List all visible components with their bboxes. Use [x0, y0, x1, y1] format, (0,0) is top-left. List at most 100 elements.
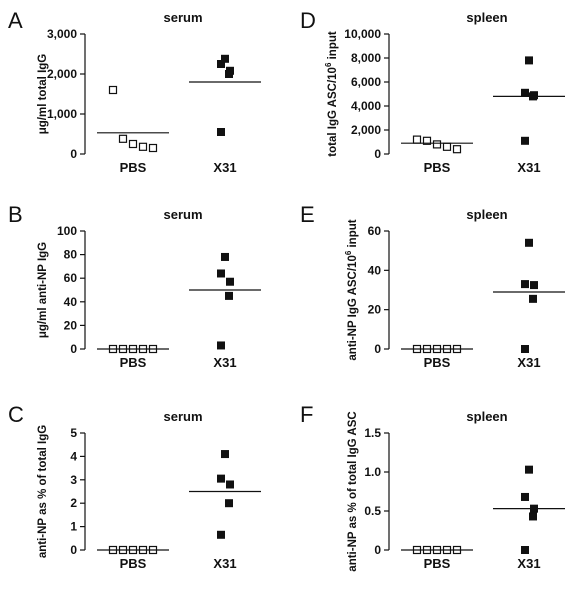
data-point-filled — [529, 512, 537, 521]
y-tick-label: 10,000 — [344, 27, 381, 41]
data-point-open — [422, 136, 432, 145]
y-tick-label: 20 — [64, 318, 78, 332]
y-tick-label: 100 — [57, 224, 77, 238]
y-tick-label: 60 — [64, 271, 78, 285]
data-point-open — [138, 142, 148, 151]
data-point-filled — [217, 474, 225, 483]
series-x31 — [493, 56, 565, 145]
series-pbs — [97, 85, 169, 153]
x-category-label: PBS — [424, 160, 451, 175]
panel-letter: B — [8, 202, 23, 227]
panel-letter: D — [300, 8, 316, 33]
y-axis-label-superscript: 6 — [324, 62, 333, 67]
panel-letter: F — [300, 402, 313, 427]
y-tick-label: 4 — [70, 449, 77, 463]
data-point-open — [452, 145, 462, 154]
y-tick-label: 8,000 — [351, 51, 381, 65]
data-point-filled — [521, 492, 529, 501]
series-pbs — [401, 545, 473, 555]
y-tick-label: 0 — [70, 147, 77, 161]
y-tick-label: 3 — [70, 473, 77, 487]
data-point-open — [412, 135, 422, 144]
x-category-label: PBS — [120, 160, 147, 175]
panel-title: spleen — [466, 10, 507, 25]
series-x31 — [493, 465, 565, 554]
y-tick-label: 60 — [368, 224, 382, 238]
data-point-filled — [225, 499, 233, 508]
data-point-filled — [221, 450, 229, 459]
series-x31 — [189, 450, 261, 539]
x-category-label: PBS — [120, 355, 147, 370]
y-axis-label: anti-NP as % of total IgG ASC — [347, 411, 359, 571]
y-tick-label: 0 — [70, 342, 77, 356]
y-tick-label: 6,000 — [351, 75, 381, 89]
y-tick-label: 80 — [64, 248, 78, 262]
x-category-label: X31 — [213, 160, 236, 175]
x-category-label: PBS — [424, 355, 451, 370]
panel-letter: A — [8, 8, 23, 33]
y-tick-label: 0 — [374, 147, 381, 161]
x-category-label: PBS — [424, 556, 451, 571]
data-point-open — [432, 140, 442, 149]
y-tick-label: 1.5 — [364, 426, 381, 440]
y-axis-label: anti-NP IgG ASC/106 input — [344, 219, 359, 360]
y-tick-label: 0 — [374, 342, 381, 356]
y-tick-label: 5 — [70, 426, 77, 440]
y-tick-label: 3,000 — [47, 27, 77, 41]
series-x31 — [189, 54, 261, 136]
y-axis-label-superscript: 6 — [344, 250, 353, 255]
y-tick-label: 1,000 — [47, 107, 77, 121]
data-point-filled — [225, 70, 233, 78]
y-tick-label: 20 — [368, 303, 382, 317]
data-point-filled — [226, 277, 234, 286]
data-point-filled — [525, 238, 533, 247]
data-point-filled — [221, 252, 229, 261]
y-tick-label: 2,000 — [47, 67, 77, 81]
panel-letter: E — [300, 202, 315, 227]
panel-title: serum — [163, 207, 202, 222]
y-tick-label: 2 — [70, 496, 77, 510]
data-point-filled — [217, 269, 225, 278]
data-point-filled — [521, 280, 529, 289]
y-axis-label-part: anti-NP as % of total IgG — [37, 425, 49, 558]
y-axis-label-part: μg/ml total IgG — [37, 54, 49, 135]
data-point-filled — [530, 281, 538, 290]
y-tick-label: 40 — [368, 263, 382, 277]
y-axis-label-part: μg/ml anti-NP IgG — [37, 242, 49, 338]
panel-title: spleen — [466, 409, 507, 424]
data-point-open — [128, 139, 138, 149]
y-tick-label: 0.5 — [364, 504, 381, 518]
series-pbs — [401, 135, 473, 154]
data-point-filled — [525, 56, 533, 65]
x-category-label: X31 — [213, 355, 236, 370]
data-point-filled — [225, 291, 233, 300]
panel-letter: C — [8, 402, 24, 427]
series-pbs — [97, 545, 169, 555]
y-axis-label-part: anti-NP IgG ASC/10 — [347, 255, 359, 360]
data-point-filled — [226, 480, 234, 489]
data-point-filled — [217, 530, 225, 539]
y-tick-label: 1 — [70, 520, 77, 534]
data-point-filled — [217, 341, 225, 350]
data-point-filled — [521, 546, 529, 554]
data-point-open — [442, 142, 452, 151]
series-x31 — [493, 238, 565, 353]
y-tick-label: 4,000 — [351, 99, 381, 113]
y-tick-label: 1.0 — [364, 465, 381, 479]
data-point-filled — [521, 136, 529, 145]
y-axis-label: μg/ml anti-NP IgG — [37, 242, 49, 338]
y-axis-label-part: input — [347, 219, 359, 250]
y-axis-label-part: input — [327, 31, 339, 62]
panel-title: serum — [163, 10, 202, 25]
data-point-open — [108, 85, 118, 95]
y-axis-label: total IgG ASC/106 input — [324, 31, 339, 157]
y-tick-label: 40 — [64, 295, 78, 309]
y-axis-label: μg/ml total IgG — [37, 54, 49, 135]
panel-title: spleen — [466, 207, 507, 222]
